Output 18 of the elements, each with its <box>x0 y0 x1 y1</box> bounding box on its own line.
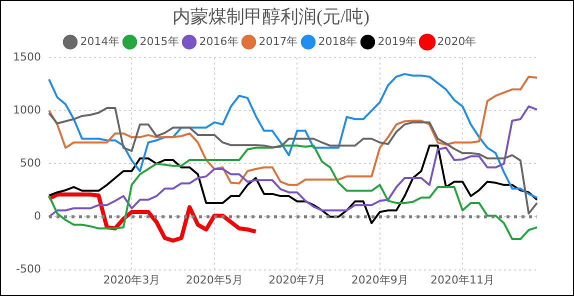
legend-label: 2020年 <box>437 34 476 48</box>
y-tick-label: 0 <box>34 210 41 223</box>
x-tick-label: 2020年3月 <box>103 273 160 286</box>
y-tick-label: 500 <box>20 156 41 170</box>
legend-label: 2019年 <box>378 34 417 48</box>
legend-label: 2017年 <box>258 34 298 48</box>
y-tick-label: 1500 <box>12 50 41 64</box>
legend-label: 2015年 <box>140 34 179 48</box>
x-tick-label: 2020年7月 <box>268 273 326 286</box>
x-tick-label: 2020年5月 <box>186 273 243 286</box>
x-tick-label: 2020年9月 <box>351 273 408 286</box>
y-tick-label: -500 <box>16 262 41 276</box>
legend-label: 2018年 <box>318 34 358 48</box>
x-tick-label: 2020年11月 <box>430 273 495 286</box>
chart-title: 内蒙煤制甲醇利润(元/吨) <box>172 6 370 27</box>
legend-label: 2016年 <box>199 34 238 48</box>
legend-label: 2014年 <box>80 34 120 48</box>
y-tick-label: 1000 <box>12 104 41 117</box>
